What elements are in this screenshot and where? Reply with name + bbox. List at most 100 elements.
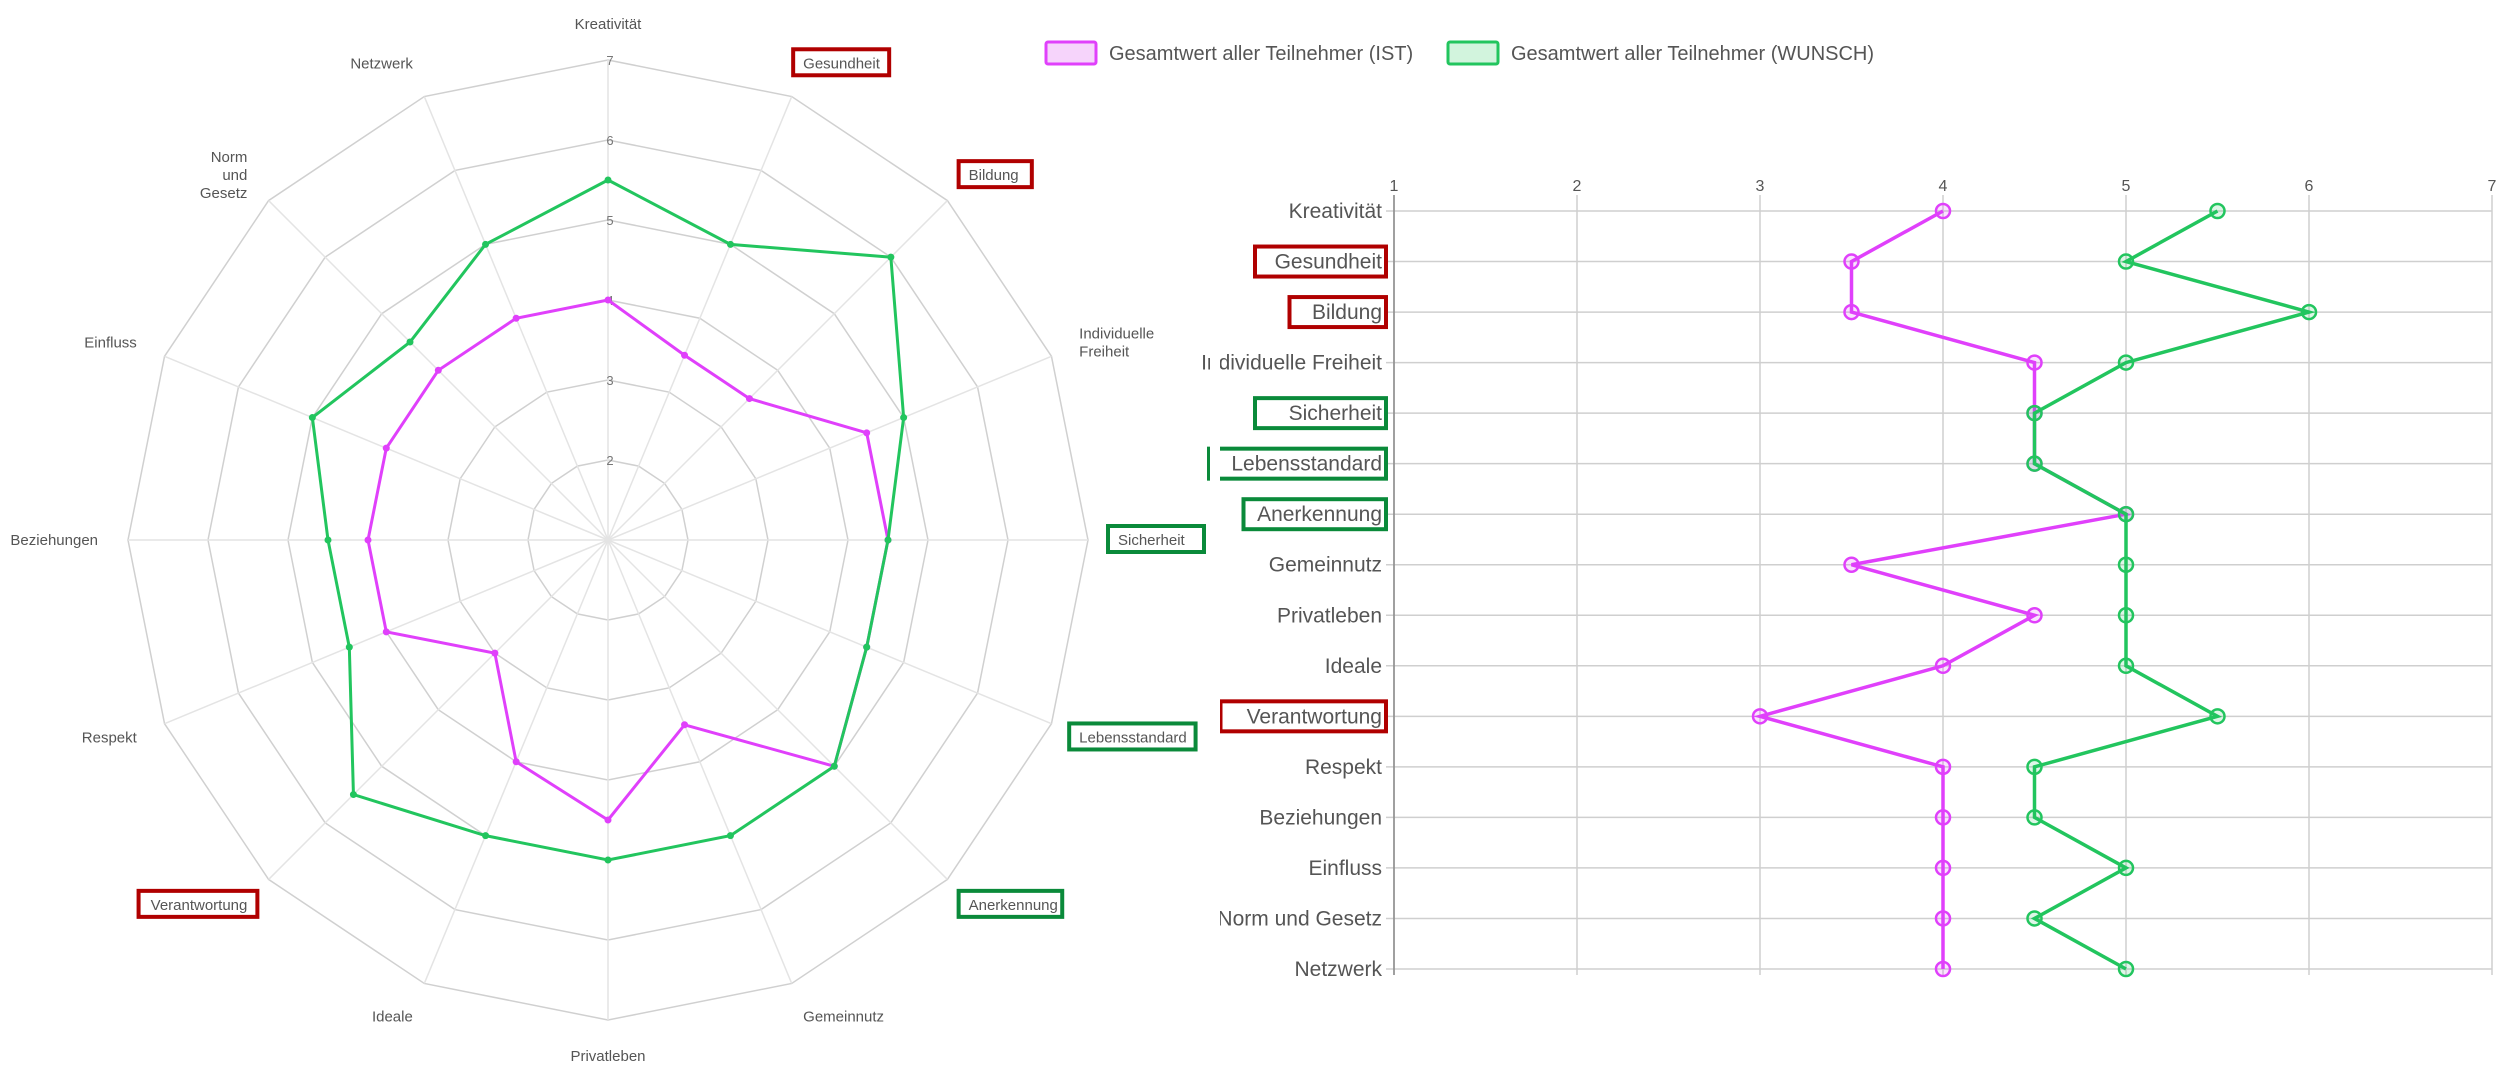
line-point-wunsch [2117,354,2135,371]
radar-spoke [607,355,1052,541]
radar-category-label: und [222,167,247,184]
line-category-privatleben: Privatleben [1277,604,1382,627]
line-category-label: Kreativität [1289,200,1383,223]
radar-point-wunsch [863,643,871,651]
line-point-ist [1934,657,1952,675]
line-category-label: Gesundheit [1275,251,1383,274]
line-point-ist [1843,253,1860,270]
line-point-wunsch [2117,505,2135,523]
radar-category-verantwortung: Verantwortung [136,888,260,919]
radar-point-ist [364,536,372,544]
radar-category-gemeinnutz: Gemeinnutz [803,1009,884,1026]
highlight-box [136,888,260,919]
line-category-beziehungen: Beziehungen [1259,806,1382,829]
radar-category-label: Gesetz [200,185,248,202]
highlight-box [1207,446,1388,481]
radar-category-label: Gesundheit [803,55,881,72]
line-category-label: Einfluss [1308,857,1382,880]
x-tick-label: 6 [2305,178,2314,195]
line-point-wunsch [2117,657,2135,675]
radar-point-wunsch [830,762,838,770]
radar-tick-label: 5 [606,213,613,228]
label-crop-mask [1210,180,1220,1000]
line-category-label: Individuelle Freiheit [1201,352,1382,375]
line-series-wunsch [2030,209,2316,971]
radar-category-bildung: Bildung [956,159,1034,190]
line-point-wunsch [2117,960,2135,978]
radar-point-wunsch [349,791,357,799]
radar-category-einfluss: Einfluss [84,335,137,352]
line-category-label: Bildung [1312,301,1382,324]
radar-point-wunsch [324,536,332,544]
radar-point-ist [434,366,442,374]
legend-swatch-ist [1044,40,1098,66]
highlight-box [956,888,1065,919]
highlight-box [1253,244,1388,279]
line-point-ist [1934,758,1952,776]
line-category-respekt: Respekt [1305,756,1382,779]
radar-category-label: Kreativität [575,16,643,33]
radar-spoke [607,539,793,984]
line-category-bildung: Bildung [1287,295,1388,330]
line-point-wunsch [2117,556,2135,573]
radar-point-ist [512,314,520,322]
highlight-box [1287,295,1388,330]
line-point-ist [1751,708,1769,725]
radar-tick-label: 6 [606,133,613,148]
line-category-sicherheit: Sicherheit [1253,396,1388,431]
line-point-wunsch [2300,303,2318,321]
legend-label-ist: Gesamtwert aller Teilnehmer (IST) [1109,43,1413,65]
radar-point-ist [745,395,753,403]
radar-spoke [607,200,948,541]
line-category-verantwortung: Verantwortung [1218,699,1388,734]
line-point-wunsch [2026,455,2043,472]
line-category-norm-und-gesetz: Norm und Gesetz [1217,907,1382,930]
radar-point-wunsch [345,643,353,651]
line-chart: 1 2 3 4 5 6 7 Kreativität Gesundheit Bildung Indiv… [1201,178,2497,1000]
line-category-label: Beziehungen [1259,806,1382,829]
line-category-label: Lebensstandard [1231,453,1382,476]
line-point-ist [1934,809,1952,826]
radar-point-ist [604,816,612,824]
radar-point-wunsch [308,414,316,422]
radar-category-ideale: Ideale [372,1009,413,1026]
radar-point-wunsch [884,536,892,544]
line-point-ist [2026,607,2043,624]
highlight-box [956,159,1034,190]
line-point-wunsch [2026,758,2043,776]
radar-category-kreativitaet: Kreativität [575,16,643,33]
radar-category-label: Privatleben [570,1048,645,1065]
x-tick-label: 7 [2488,178,2497,195]
radar-category-gesundheit: Gesundheit [791,47,892,78]
line-category-gemeinnutz: Gemeinnutz [1269,554,1382,577]
line-category-label: Ideale [1325,655,1382,678]
radar-point-ist [681,721,689,729]
radar-point-wunsch [726,832,734,840]
line-point-ist [1934,202,1952,220]
radar-point-ist [382,628,390,636]
radar-category-sicherheit: Sicherheit [1106,524,1206,554]
radar-category-label: Verantwortung [151,897,248,914]
line-category-label: Verantwortung [1247,705,1382,728]
radar-category-label: Lebensstandard [1079,729,1187,746]
radar-point-wunsch [482,240,490,248]
line-category-netzwerk: Netzwerk [1294,958,1382,981]
radar-point-wunsch [900,414,908,422]
radar-category-label: Individuelle [1079,326,1154,343]
radar-category-label: Ideale [372,1009,413,1026]
line-point-wunsch [2209,202,2226,220]
line-category-kreativitaet: Kreativität [1289,200,1383,223]
line-category-label: Anerkennung [1257,503,1382,526]
line-series-ist [1753,209,2132,969]
x-tick-label: 1 [1390,178,1399,195]
line-category-label: Netzwerk [1294,958,1382,981]
x-tick-label: 4 [1939,178,1948,195]
line-category-einfluss: Einfluss [1308,857,1382,880]
line-category-label: Privatleben [1277,604,1382,627]
line-category-label: Norm und Gesetz [1217,907,1382,930]
line-category-individuelle-freiheit: Individuelle Freiheit [1201,352,1382,375]
line-point-wunsch [2026,809,2043,826]
